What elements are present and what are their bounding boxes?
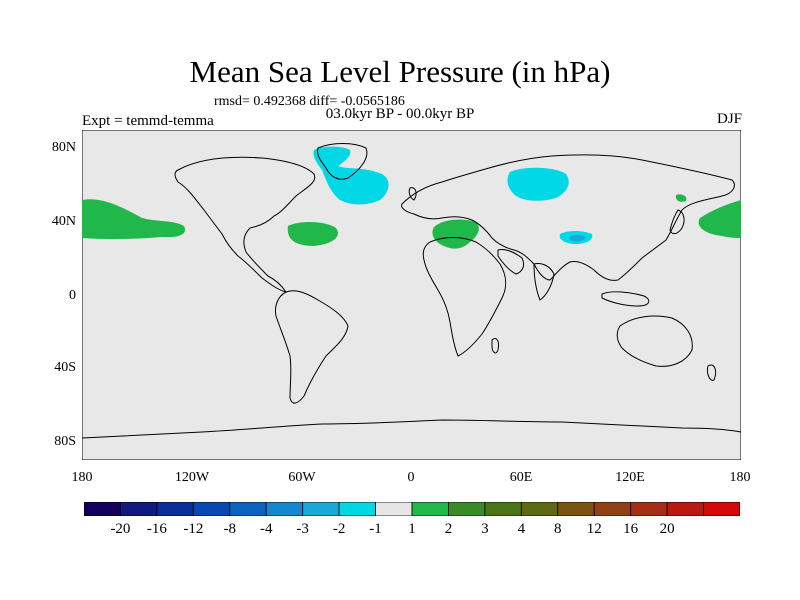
positive-anomaly-npacific-east xyxy=(698,200,741,238)
colorbar-label: 2 xyxy=(444,521,453,537)
coast-africa xyxy=(422,237,507,357)
colorbar-label: -8 xyxy=(223,521,237,537)
lat-label-80s: 80S xyxy=(54,434,76,449)
colorbar-swatch xyxy=(666,502,704,516)
colorbar-label: -16 xyxy=(146,521,167,537)
lon-label-180e: 180 xyxy=(729,470,751,485)
colorbar-swatch xyxy=(302,502,340,516)
anomaly-regions xyxy=(82,146,741,249)
colorbar-label: -4 xyxy=(259,521,273,537)
stats-text: rmsd= 0.492368 diff= -0.0565186 xyxy=(214,94,405,109)
chart-title: Mean Sea Level Pressure (in hPa) xyxy=(189,54,611,89)
colorbar-swatch xyxy=(84,502,121,516)
coast-india xyxy=(533,263,555,301)
colorbar-label: -2 xyxy=(332,521,346,537)
coast-new-zealand xyxy=(707,364,717,381)
colorbar-label: 12 xyxy=(586,521,602,537)
coast-arabia xyxy=(497,249,525,275)
colorbar-swatch xyxy=(120,502,158,516)
coast-south-america xyxy=(275,290,349,404)
colorbar-swatch xyxy=(265,502,304,516)
map-background xyxy=(82,130,741,460)
negative-anomaly-siberia xyxy=(507,167,569,201)
colorbar-swatch xyxy=(520,502,559,516)
colorbar-label: 4 xyxy=(517,521,526,537)
season-label: DJF xyxy=(716,111,742,127)
colorbar-swatch xyxy=(411,502,449,516)
colorbar-swatch xyxy=(557,502,595,516)
colorbar-label: -1 xyxy=(369,521,382,537)
colorbar-label: -20 xyxy=(110,521,131,537)
colorbar-label: 8 xyxy=(554,521,562,537)
coastlines xyxy=(82,143,741,439)
colorbar-label: 3 xyxy=(481,521,489,537)
coast-greenland xyxy=(317,143,368,180)
colorbar-swatch xyxy=(448,502,486,516)
colorbar-swatch xyxy=(630,502,668,516)
coast-australia xyxy=(616,315,693,367)
colorbar-label: -12 xyxy=(183,521,204,537)
lon-label-120w: 120W xyxy=(174,470,210,485)
colorbar-swatch xyxy=(156,502,194,516)
experiment-label: Expt = temmd-temma xyxy=(82,113,214,129)
coast-japan xyxy=(669,209,685,235)
lon-label-120e: 120E xyxy=(615,470,645,485)
colorbar-label: -3 xyxy=(296,521,309,537)
coast-europe-asia xyxy=(401,154,735,281)
colorbar xyxy=(84,502,740,516)
colorbar-swatch xyxy=(484,502,522,516)
coast-madagascar xyxy=(491,337,499,354)
colorbar-swatch xyxy=(229,502,267,516)
positive-anomaly-mediterranean xyxy=(432,219,479,249)
lat-label-40s: 40S xyxy=(54,360,76,375)
lon-label-60w: 60W xyxy=(288,470,316,485)
lon-label-60e: 60E xyxy=(509,470,533,485)
coast-antarctica xyxy=(82,419,741,439)
period-text: 03.0kyr BP - 00.0kyr BP xyxy=(325,106,475,122)
map-panel xyxy=(82,130,741,460)
positive-anomaly-kamchatka xyxy=(675,194,687,202)
lat-label-0: 0 xyxy=(69,288,76,303)
coast-indonesia xyxy=(601,291,650,307)
positive-anomaly-atlantic xyxy=(287,222,338,246)
colorbar-label: 20 xyxy=(659,521,675,537)
coast-north-america xyxy=(174,156,316,293)
colorbar-swatch xyxy=(593,502,632,516)
negative-anomaly-tibet-core xyxy=(570,234,586,242)
colorbar-swatch xyxy=(192,502,231,516)
positive-anomaly-npacific-west xyxy=(82,199,186,240)
colorbar-swatch xyxy=(703,502,740,516)
colorbar-swatch xyxy=(375,502,413,516)
colorbar-label: 16 xyxy=(623,521,639,537)
colorbar-label: 1 xyxy=(408,521,416,537)
lon-label-180w: 180 xyxy=(71,470,93,485)
lon-label-0: 0 xyxy=(407,470,415,485)
lat-label-80n: 80N xyxy=(51,140,76,155)
colorbar-swatch xyxy=(338,502,376,516)
lat-label-40n: 40N xyxy=(51,214,76,229)
coast-uk xyxy=(408,187,417,201)
